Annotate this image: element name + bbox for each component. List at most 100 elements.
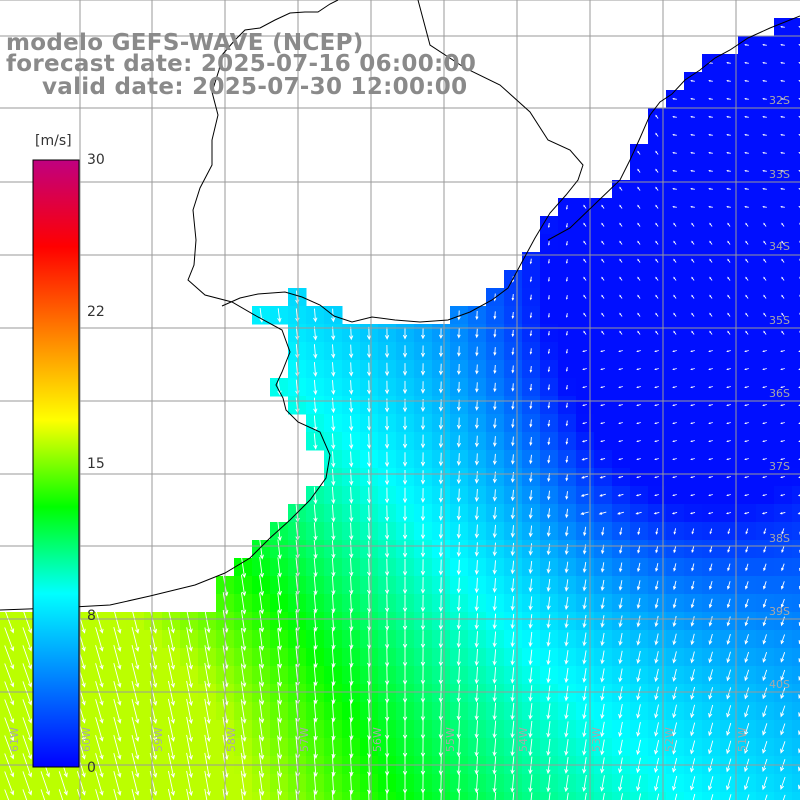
wind-arrow	[637, 294, 641, 299]
wind-arrow	[654, 350, 659, 353]
wind-arrow	[547, 402, 551, 409]
wind-arrow	[204, 734, 211, 761]
wind-arrow	[510, 613, 515, 630]
wind-arrow	[672, 205, 677, 208]
wind-arrow	[349, 682, 354, 705]
wind-arrow	[149, 680, 158, 707]
wind-arrow	[690, 633, 695, 646]
field-cell	[792, 486, 800, 505]
field-cell	[18, 792, 37, 800]
colorbar-scale	[32, 159, 80, 768]
field-cell	[792, 198, 800, 217]
wind-arrow	[636, 422, 641, 425]
wind-arrow	[726, 151, 731, 154]
wind-arrow	[780, 458, 785, 461]
wind-arrow	[780, 25, 785, 28]
wind-arrow	[619, 276, 623, 281]
wind-arrow	[708, 133, 713, 136]
wind-arrow	[456, 595, 461, 612]
wind-arrow	[743, 776, 750, 791]
wind-arrow	[349, 344, 354, 359]
wind-arrow	[76, 771, 86, 796]
wind-arrow	[564, 579, 569, 592]
wind-arrow	[240, 681, 247, 706]
wind-arrow	[167, 734, 175, 761]
wind-arrow	[744, 616, 749, 627]
wind-arrow	[331, 415, 336, 432]
wind-arrow	[744, 368, 749, 371]
wind-arrow	[547, 331, 550, 336]
wind-arrow	[780, 386, 785, 389]
field-cell	[324, 792, 343, 800]
wind-arrow	[456, 453, 461, 466]
wind-arrow	[744, 404, 749, 407]
wind-arrow	[258, 770, 265, 797]
wind-arrow	[167, 662, 175, 689]
wind-arrow	[618, 368, 623, 371]
wind-arrow	[655, 330, 659, 335]
wind-arrow	[654, 739, 660, 755]
wind-arrow	[781, 240, 785, 245]
wind-arrow	[528, 667, 533, 684]
field-cell	[36, 792, 55, 800]
wind-arrow	[709, 276, 713, 281]
wind-arrow	[528, 720, 533, 739]
wind-arrow	[600, 597, 605, 610]
wind-arrow	[402, 327, 408, 340]
wind-arrow	[420, 541, 426, 558]
wind-arrow	[331, 397, 336, 414]
wind-arrow	[708, 187, 713, 190]
wind-arrow	[762, 581, 767, 590]
wind-arrow	[602, 793, 605, 800]
wind-arrow	[617, 475, 624, 479]
wind-arrow	[456, 613, 461, 630]
wind-arrow	[618, 721, 623, 738]
wind-arrow	[762, 705, 768, 718]
field-cell	[126, 792, 145, 800]
wind-arrow	[438, 595, 444, 612]
wind-arrow	[510, 667, 515, 684]
wind-arrow	[259, 592, 265, 615]
wind-arrow	[349, 398, 354, 413]
wind-arrow	[691, 276, 695, 281]
wind-arrow	[492, 471, 497, 484]
wind-arrow	[331, 593, 336, 614]
wind-arrow	[637, 258, 641, 263]
wind-arrow	[402, 523, 408, 540]
wind-arrow	[95, 609, 104, 634]
wind-arrow	[402, 452, 408, 467]
wind-arrow	[635, 511, 642, 515]
colorbar-tick-15: 15	[87, 456, 105, 472]
field-cell	[774, 792, 793, 800]
wind-arrow	[637, 276, 641, 281]
wind-arrow	[149, 734, 158, 761]
wind-arrow	[690, 422, 695, 425]
colorbar-tick-30: 30	[87, 152, 105, 168]
wind-arrow	[492, 418, 497, 429]
wind-arrow	[493, 400, 497, 411]
wind-arrow	[420, 630, 426, 649]
wind-arrow	[510, 738, 515, 757]
wind-arrow	[131, 626, 140, 652]
wind-arrow	[167, 644, 175, 671]
wind-arrow	[384, 327, 390, 340]
wind-arrow	[564, 721, 569, 738]
wind-arrow	[22, 645, 33, 670]
wind-arrow	[673, 312, 677, 317]
wind-arrow	[349, 629, 354, 650]
wind-arrow	[402, 630, 408, 649]
wind-arrow	[167, 770, 175, 797]
wind-arrow	[204, 698, 211, 725]
wind-arrow	[564, 650, 569, 665]
wind-arrow	[708, 704, 714, 718]
wind-arrow	[313, 433, 318, 450]
wind-arrow	[708, 616, 713, 627]
colorbar-tick-0: 0	[87, 760, 96, 776]
wind-arrow	[546, 525, 551, 538]
wind-arrow	[349, 433, 354, 450]
wind-arrow	[331, 629, 336, 650]
wind-arrow	[764, 794, 768, 800]
wind-arrow	[601, 312, 605, 317]
wind-arrow	[528, 507, 533, 520]
wind-arrow	[618, 386, 623, 389]
